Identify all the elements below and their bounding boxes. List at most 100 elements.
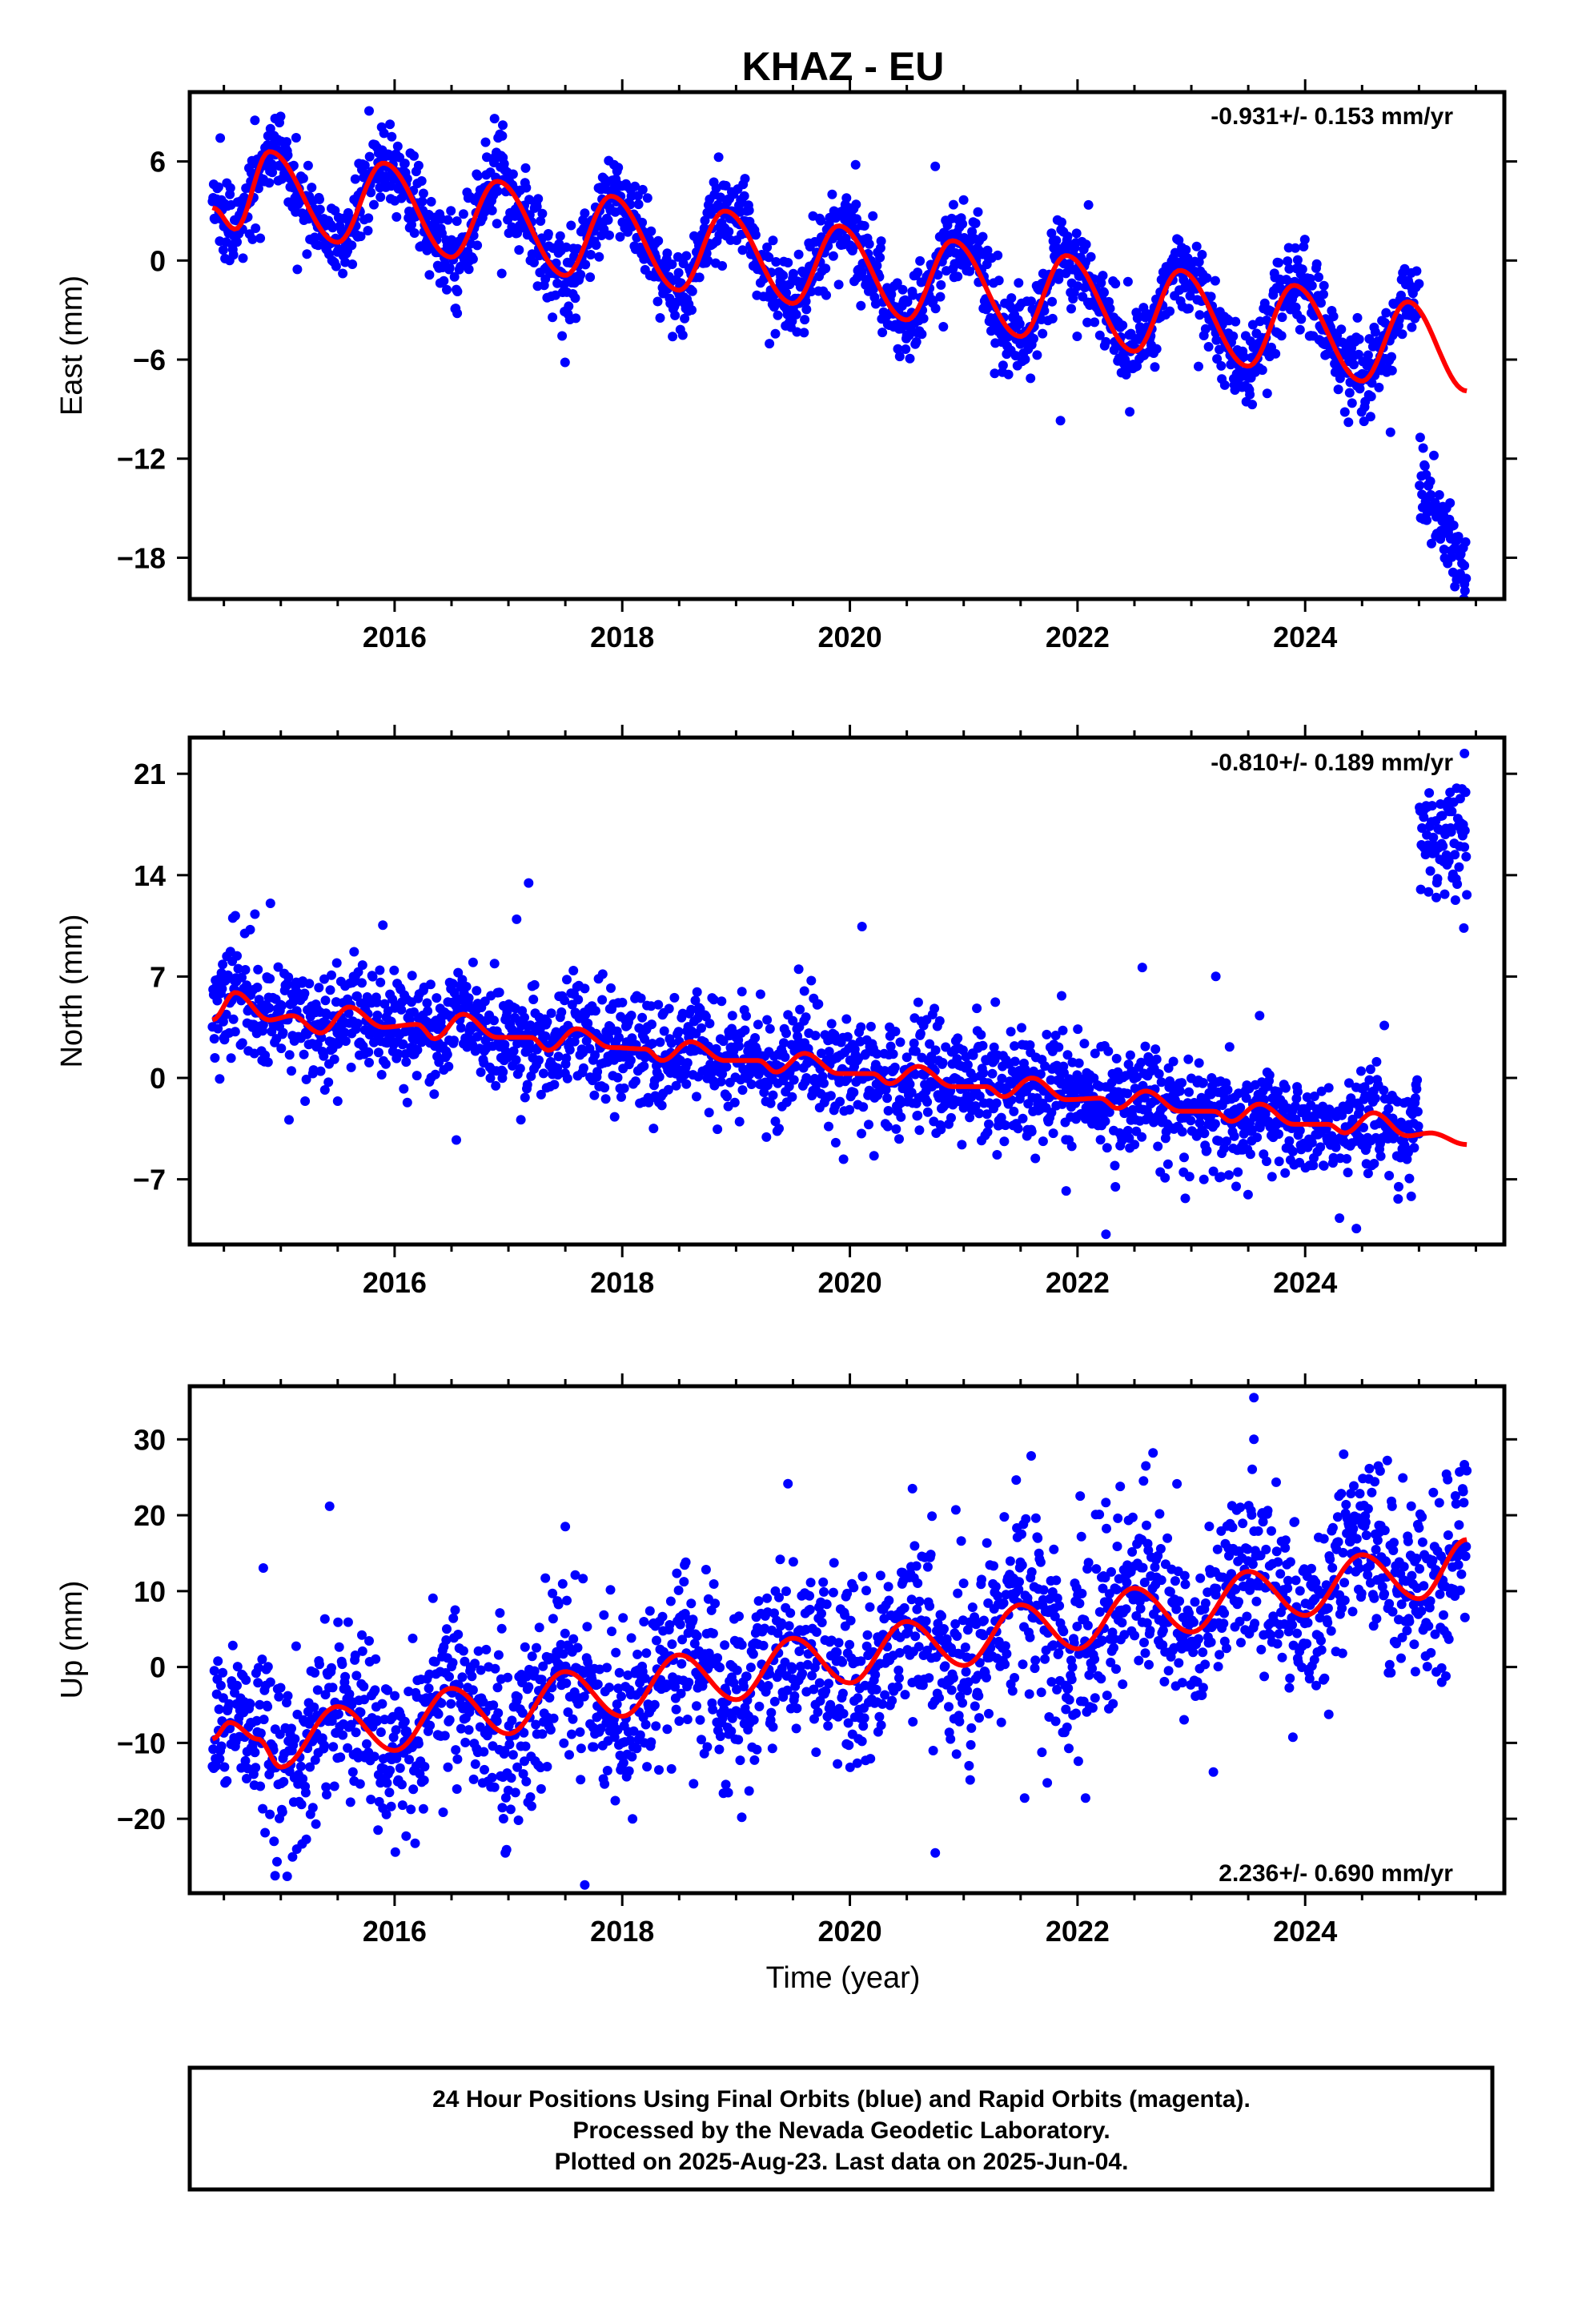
data-point (936, 1124, 946, 1135)
data-point (717, 261, 728, 271)
data-point (946, 1112, 956, 1123)
data-point (1351, 1224, 1362, 1234)
data-point (274, 1691, 284, 1702)
data-point (495, 1608, 505, 1618)
data-point (1144, 1110, 1154, 1120)
data-point (1308, 1160, 1319, 1171)
data-point (308, 1065, 319, 1076)
data-point (762, 242, 773, 252)
data-point (585, 250, 596, 259)
data-point (519, 1727, 529, 1738)
data-point (1311, 259, 1322, 269)
data-point (1359, 1082, 1370, 1092)
data-point (704, 1108, 714, 1118)
data-point (233, 963, 243, 974)
data-point (380, 1059, 391, 1069)
data-point (458, 209, 468, 219)
data-point (396, 1004, 407, 1015)
data-point (572, 1642, 583, 1653)
data-point (1424, 788, 1435, 798)
data-point (322, 1790, 331, 1799)
data-point (609, 1112, 620, 1122)
data-point (245, 1699, 255, 1709)
data-point (1274, 1129, 1283, 1140)
data-point (1006, 293, 1017, 304)
data-point (250, 1747, 260, 1758)
data-point (393, 1049, 404, 1059)
data-point (589, 1090, 600, 1100)
data-point (273, 962, 283, 972)
data-point (668, 332, 678, 342)
data-point (1296, 314, 1307, 324)
data-point (357, 1646, 367, 1656)
data-point (218, 1693, 228, 1703)
data-point (487, 205, 497, 215)
data-point (637, 1012, 648, 1023)
data-point (1206, 1089, 1216, 1100)
data-point (967, 227, 978, 237)
data-point (412, 1071, 422, 1081)
data-point (934, 1015, 945, 1026)
data-point (520, 1642, 530, 1652)
data-point (970, 1101, 981, 1112)
data-point (830, 1137, 841, 1148)
data-point (1403, 1096, 1413, 1107)
data-point (359, 160, 370, 171)
data-point (851, 199, 861, 210)
data-point (426, 196, 436, 207)
data-point (570, 293, 580, 304)
data-point (1259, 298, 1270, 308)
data-point (1343, 417, 1354, 428)
data-point (1191, 241, 1202, 251)
data-point (936, 279, 946, 290)
data-point (1194, 361, 1203, 372)
data-point (821, 290, 831, 300)
data-point (355, 1779, 365, 1789)
data-point (1429, 450, 1439, 460)
data-point (885, 1041, 896, 1051)
data-point (392, 141, 403, 151)
data-point (560, 357, 570, 368)
data-point (1206, 292, 1216, 302)
data-point (584, 1043, 595, 1054)
data-point (228, 1014, 239, 1024)
data-point (520, 1092, 530, 1103)
data-point (319, 1051, 329, 1061)
data-point (1081, 239, 1091, 250)
data-point (534, 1622, 544, 1633)
data-point (892, 278, 902, 288)
data-point (1316, 298, 1326, 308)
data-point (301, 1834, 311, 1844)
data-point (491, 1080, 501, 1091)
data-point (687, 286, 697, 296)
data-point (1427, 538, 1436, 549)
data-point (399, 1084, 409, 1094)
data-point (488, 1700, 499, 1711)
data-point (1363, 1168, 1373, 1179)
data-point (1224, 1042, 1235, 1052)
data-point (215, 133, 226, 143)
data-point (930, 161, 941, 171)
data-point (604, 230, 614, 240)
data-point (540, 1031, 551, 1041)
y-tick-label: 0 (150, 1062, 166, 1095)
data-point (886, 289, 897, 300)
data-point (970, 218, 981, 228)
data-point (770, 1116, 781, 1127)
data-point (492, 1716, 502, 1727)
data-point (1439, 545, 1449, 555)
data-point (549, 1080, 560, 1090)
data-point (375, 965, 385, 975)
data-point (468, 957, 478, 967)
data-point (682, 1058, 693, 1068)
data-point (670, 310, 681, 320)
data-point (806, 287, 817, 296)
data-point (737, 987, 747, 997)
data-point (592, 1067, 603, 1077)
data-point (457, 975, 468, 985)
data-point (774, 1124, 784, 1134)
data-point (583, 1018, 593, 1028)
data-point (376, 1070, 387, 1080)
data-point (452, 1754, 463, 1764)
data-point (420, 1762, 430, 1771)
